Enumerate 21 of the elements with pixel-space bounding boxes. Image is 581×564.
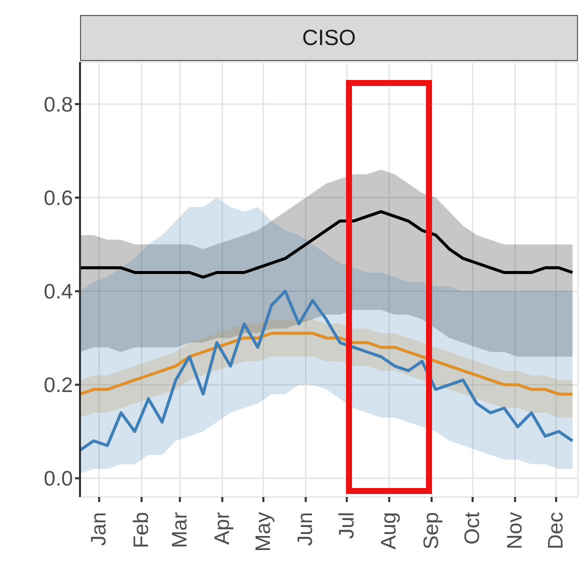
x-tick-label: Jun <box>294 512 318 546</box>
y-tick-label: 0.4 <box>44 280 74 304</box>
x-tick-label: Sep <box>420 512 444 550</box>
x-tick-label: Feb <box>130 512 154 548</box>
line-series <box>80 210 574 279</box>
x-tick-label: Jul <box>335 512 358 539</box>
x-tick-label: May <box>252 512 275 552</box>
x-tick-label: Oct <box>461 512 484 545</box>
y-tick-label: 0.0 <box>44 468 73 491</box>
x-tick-label: Jan <box>88 512 111 546</box>
line-series <box>80 290 574 452</box>
x-tick-label: Nov <box>504 512 527 550</box>
y-tick-label: 0.2 <box>44 374 73 398</box>
x-tick-label: Mar <box>168 512 192 548</box>
x-tick-label: Dec <box>544 512 568 550</box>
y-tick-label: 0.8 <box>44 94 73 117</box>
x-tick-label: Aug <box>378 512 401 550</box>
line-series <box>80 332 574 396</box>
y-tick-label: 0.6 <box>44 187 73 210</box>
chart-title: CISO <box>80 15 578 61</box>
x-tick-label: Apr <box>210 512 234 545</box>
